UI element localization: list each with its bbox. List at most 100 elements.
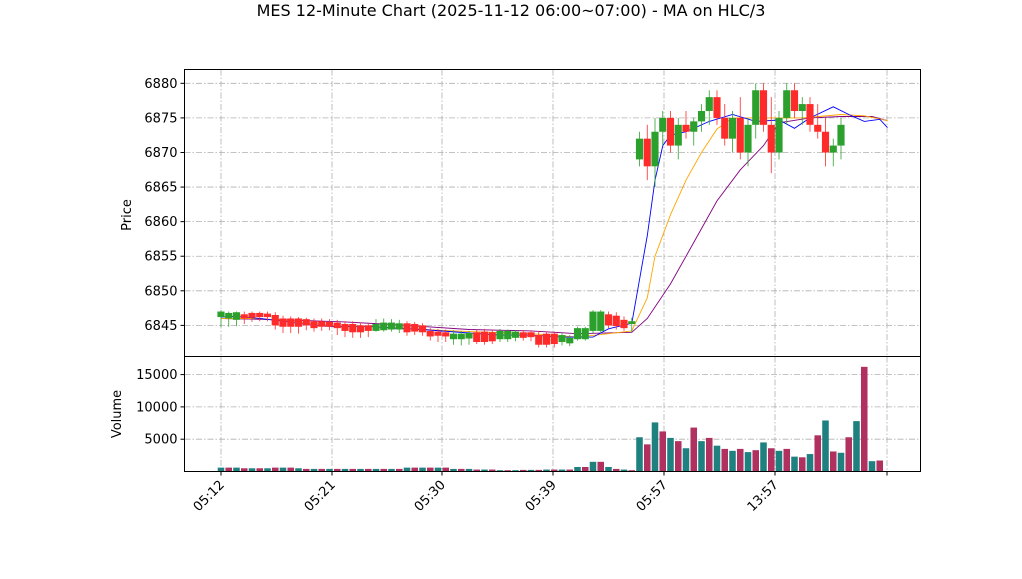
candle-body xyxy=(504,330,512,340)
candle xyxy=(325,319,334,331)
candle xyxy=(759,83,768,132)
volume-bar xyxy=(519,469,527,472)
price-tick-label: 6880 xyxy=(144,77,177,92)
candle-body xyxy=(349,323,357,333)
candle xyxy=(542,331,551,348)
volume-bar xyxy=(457,468,465,472)
candle xyxy=(263,311,272,322)
x-tick-label: 05:39 xyxy=(523,478,560,515)
price-tick-label: 6855 xyxy=(144,250,177,265)
candle xyxy=(620,316,628,331)
volume-bar xyxy=(783,448,791,472)
volume-bar xyxy=(426,467,434,472)
candle xyxy=(287,316,295,333)
candle-body xyxy=(806,104,814,125)
volume-bar xyxy=(481,469,488,472)
candle-body xyxy=(752,90,760,125)
volume-bar xyxy=(504,470,512,472)
candle xyxy=(604,311,613,329)
candle xyxy=(744,117,752,167)
volume-bar xyxy=(574,466,581,472)
candle-body xyxy=(612,315,620,327)
candle xyxy=(418,323,427,336)
candle-body xyxy=(248,312,256,318)
candle-body xyxy=(604,314,613,326)
candle-body xyxy=(566,337,574,344)
candle xyxy=(333,319,341,336)
candle-body xyxy=(550,333,558,345)
candle xyxy=(628,317,636,333)
volume-bar xyxy=(791,456,798,472)
volume-y-ticks: 5000 10000 15000 xyxy=(136,368,185,448)
candle-body xyxy=(581,328,589,340)
ma-slow-line xyxy=(220,116,888,335)
candle-body xyxy=(697,110,706,122)
x-tick-label: 05:12 xyxy=(191,478,228,515)
volume-bar xyxy=(295,468,302,472)
volume-tick-label: 5000 xyxy=(144,433,177,448)
price-panel: 6845 6850 6855 6860 6865 6870 6875 6880 Price xyxy=(120,69,921,357)
candle-body xyxy=(325,321,334,327)
volume-bar xyxy=(868,461,876,472)
candle xyxy=(232,311,241,327)
candle xyxy=(395,319,403,333)
volume-bar xyxy=(651,422,659,472)
candle xyxy=(449,330,458,345)
volume-bar xyxy=(752,450,760,472)
candle-body xyxy=(310,321,318,329)
volume-bar xyxy=(395,468,403,472)
volume-bar xyxy=(419,467,426,472)
candle xyxy=(705,90,713,125)
volume-bars xyxy=(217,366,884,472)
candle-body xyxy=(597,311,605,331)
candle-body xyxy=(496,330,504,340)
candle-body xyxy=(767,124,775,153)
candle-body xyxy=(837,124,845,146)
volume-bar xyxy=(240,468,248,472)
ma-mid-line xyxy=(221,114,888,338)
candle xyxy=(651,117,659,188)
candle-body xyxy=(790,90,799,111)
volume-bar xyxy=(628,470,636,472)
volume-bar xyxy=(806,454,814,472)
candle xyxy=(721,104,729,146)
candle-body xyxy=(721,117,729,139)
price-tick-label: 6865 xyxy=(144,181,177,196)
candle xyxy=(775,110,783,160)
candle xyxy=(217,310,225,327)
volume-bar xyxy=(388,468,395,472)
candle-body xyxy=(628,321,636,324)
candle xyxy=(271,312,279,330)
candle xyxy=(612,312,620,330)
volume-bar xyxy=(775,450,783,472)
candle-body xyxy=(511,331,520,338)
volume-bar xyxy=(527,469,535,472)
candle xyxy=(790,83,799,118)
candle xyxy=(457,330,465,346)
candle xyxy=(225,311,233,327)
volume-bar xyxy=(349,468,357,472)
volume-bar xyxy=(465,468,473,472)
candle xyxy=(558,332,566,346)
candle-body xyxy=(225,312,233,319)
candle-body xyxy=(728,117,737,139)
volume-bar xyxy=(814,435,822,472)
candle-body xyxy=(473,332,481,342)
candle-body xyxy=(271,315,279,326)
volume-grid xyxy=(184,356,921,472)
candle-body xyxy=(682,124,690,132)
volume-bar xyxy=(364,468,372,472)
candle xyxy=(279,315,287,333)
candle xyxy=(387,319,396,332)
volume-panel: 5000 10000 15000 Volume xyxy=(110,356,921,472)
volume-bar xyxy=(837,452,845,472)
candle-body xyxy=(294,318,303,327)
volume-bar xyxy=(581,466,589,472)
volume-bar xyxy=(659,431,667,472)
candle-body xyxy=(217,311,225,318)
candle xyxy=(341,321,349,338)
candle xyxy=(550,331,558,348)
price-tick-label: 6860 xyxy=(144,215,177,230)
volume-bar xyxy=(558,469,566,472)
volume-bar xyxy=(512,470,519,472)
